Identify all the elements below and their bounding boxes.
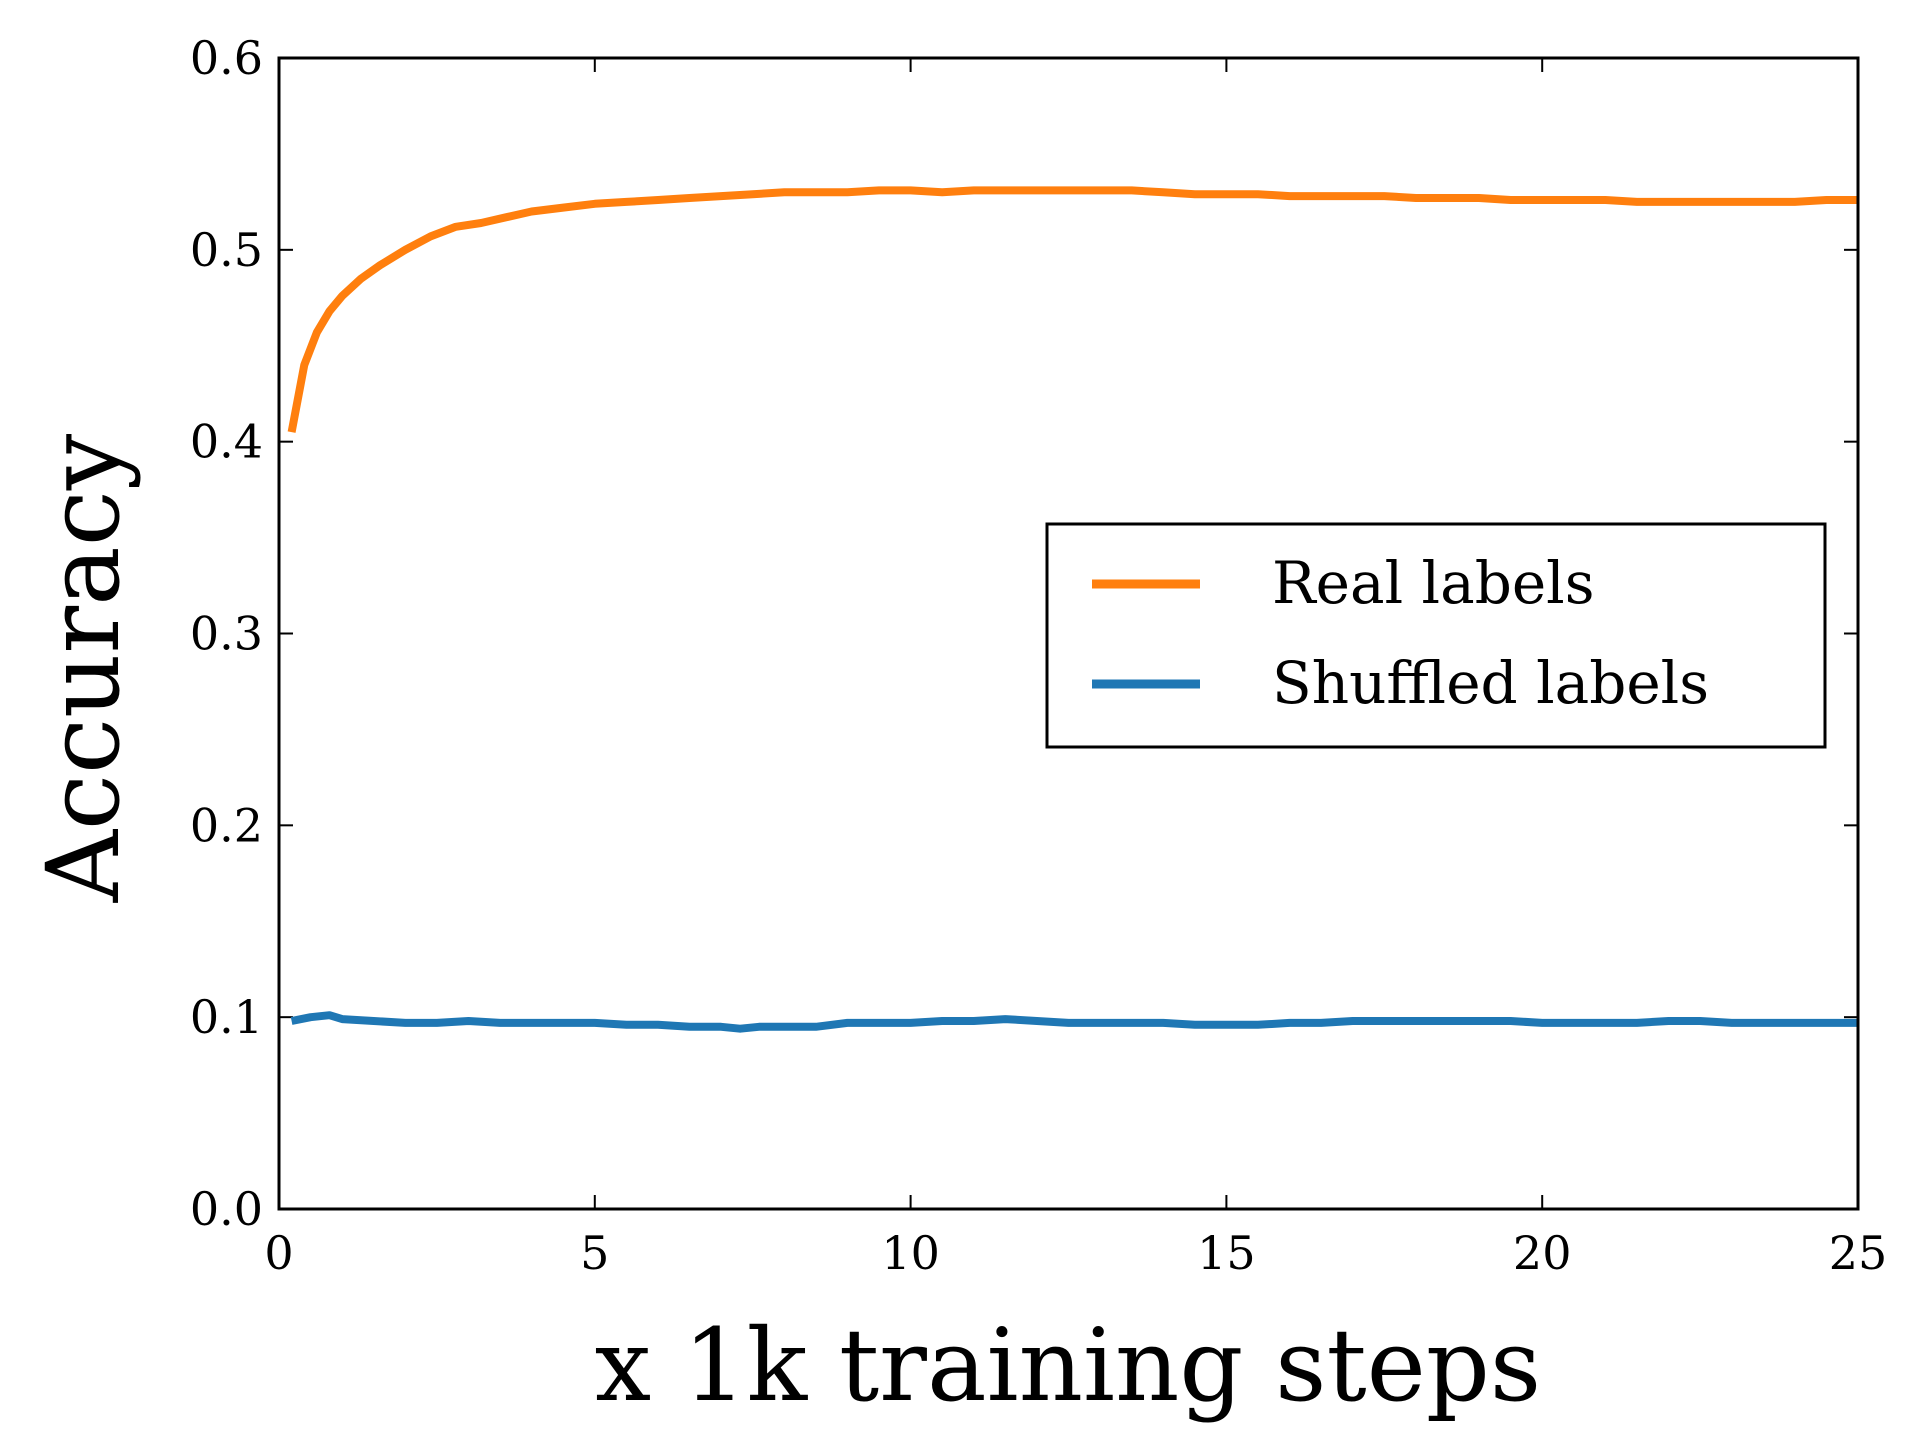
- x-tick-label: 15: [1197, 1226, 1256, 1280]
- series-line-shuffled-labels: [290, 1011, 1858, 1033]
- y-tick-label: 0.3: [190, 607, 263, 661]
- x-tick-label: 20: [1513, 1226, 1572, 1280]
- y-axis-title: Accuracy: [25, 433, 142, 903]
- y-tick-label: 0.5: [190, 223, 263, 277]
- plot-frame: [277, 56, 1860, 1211]
- legend-label-shuffled-labels: Shuffled labels: [1272, 649, 1709, 717]
- legend-box: [1045, 522, 1827, 749]
- y-tick-label: 0.2: [190, 798, 263, 852]
- series-line-real-labels: [287, 186, 1858, 433]
- y-tick-label: 0.0: [190, 1182, 263, 1236]
- axis-ticks: 0 5 10 15 20 25 0.0 0.1 0.2 0.3 0.4 0.5 0.6: [190, 31, 1887, 1280]
- y-tick-label: 0.1: [190, 990, 263, 1044]
- x-tick-label: 5: [580, 1226, 609, 1280]
- legend: Real labels Shuffled labels: [1045, 522, 1827, 749]
- x-tick-label: 10: [881, 1226, 940, 1280]
- legend-label-real-labels: Real labels: [1272, 549, 1594, 617]
- y-tick-label: 0.4: [190, 415, 263, 469]
- x-tick-label: 25: [1829, 1226, 1888, 1280]
- y-tick-label: 0.6: [190, 31, 263, 85]
- series-lines: [287, 186, 1858, 1033]
- x-tick-label: 0: [264, 1226, 293, 1280]
- x-axis-title: x 1k training steps: [595, 1307, 1541, 1424]
